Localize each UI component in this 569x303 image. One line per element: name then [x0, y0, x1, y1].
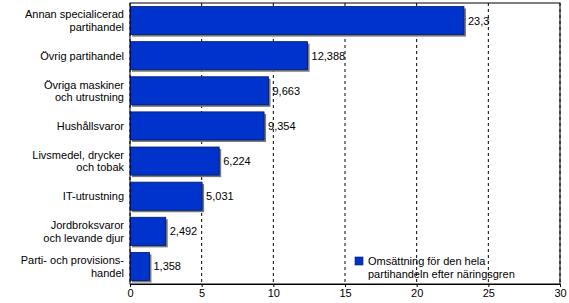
data-label: 5,031	[206, 190, 234, 202]
grid	[130, 3, 560, 284]
x-axis: 0 5 10 15 20 25 30	[127, 284, 566, 299]
data-label: 12,388	[312, 50, 346, 62]
legend-label: Omsättning för den helapartihandeln efte…	[368, 255, 515, 280]
data-label: 1,358	[153, 260, 181, 272]
grid-line	[345, 3, 346, 284]
x-tick-label: 0	[127, 287, 133, 299]
plot: 0 5 10 15 20 25 30	[127, 3, 566, 299]
bar	[130, 147, 219, 175]
bar	[130, 42, 308, 70]
x-tick-label: 30	[554, 287, 566, 299]
data-labels: 23,3 12,388 9,663 9,354 6,224 5,031 2,492 1,358	[153, 15, 489, 273]
x-tick-label: 20	[411, 287, 423, 299]
category-label: IT-utrustning	[63, 190, 124, 202]
x-tick: 10	[268, 284, 280, 299]
data-label: 2,492	[170, 225, 198, 237]
x-tick: 0	[127, 284, 133, 299]
x-tick: 20	[411, 284, 423, 299]
data-label: 9,354	[268, 120, 296, 132]
data-label: 23,3	[468, 15, 489, 27]
bar	[130, 217, 166, 245]
chart: 0 5 10 15 20 25 30 Annan specialiceradpartihand…	[0, 0, 569, 303]
category-label: Livsmedel, dryckeroch tobak	[32, 149, 124, 174]
legend-swatch	[355, 257, 363, 265]
bar	[130, 77, 269, 105]
data-label: 9,663	[273, 85, 301, 97]
plot-frame	[130, 3, 560, 284]
x-tick-label: 10	[268, 287, 280, 299]
bar	[130, 182, 202, 210]
data-label: 6,224	[223, 155, 251, 167]
bar	[130, 7, 464, 35]
bar	[130, 112, 264, 140]
x-tick: 25	[483, 284, 495, 299]
x-tick: 5	[199, 284, 205, 299]
y-axis: Annan specialiceradpartihandel Övrig part…	[21, 8, 125, 278]
x-tick-label: 25	[483, 287, 495, 299]
bars	[130, 7, 466, 283]
x-tick: 30	[554, 284, 566, 299]
bar	[130, 252, 149, 280]
x-tick-label: 15	[339, 287, 351, 299]
x-tick: 15	[339, 284, 351, 299]
grid-line	[416, 3, 417, 284]
category-label: Hushållsvaror	[57, 120, 125, 132]
category-label: Övrig partihandel	[40, 50, 124, 62]
category-label: Övriga maskineroch utrustning	[44, 79, 124, 104]
x-tick-label: 5	[199, 287, 205, 299]
legend: Omsättning för den helapartihandeln efte…	[355, 255, 515, 280]
category-label: Parti- och provisions-handel	[21, 254, 125, 279]
grid-line	[488, 3, 489, 284]
category-label: Annan specialiceradpartihandel	[25, 8, 124, 33]
category-label: Jordbroksvaroroch levande djur	[43, 219, 124, 244]
